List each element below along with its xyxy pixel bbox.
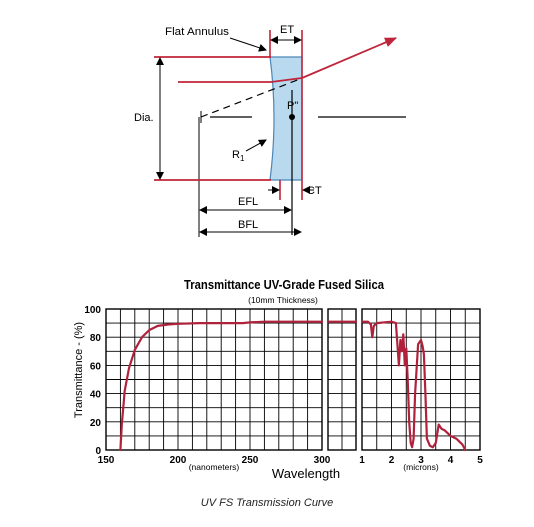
bfl-label: BFL	[238, 219, 258, 231]
y-tick-label: 0	[95, 446, 101, 457]
x-tick-label-nanometers: 150	[98, 455, 115, 466]
transmission-curve-nanometers	[119, 320, 324, 452]
dia-label: Dia.	[134, 112, 154, 124]
lens-body	[269, 56, 303, 181]
chart-title: Transmittance UV-Grade Fused Silica	[184, 277, 385, 292]
x-tick-label-nanometers: 200	[170, 455, 187, 466]
virtual-ray	[200, 78, 301, 118]
ct-label: CT	[307, 185, 322, 197]
refracted-ray-inside	[270, 77, 303, 83]
x-tick-label-microns: 1	[359, 455, 365, 466]
x-tick-label-microns: 3	[418, 455, 424, 466]
x-tick-label-microns: 5	[477, 455, 483, 466]
chart-subtitle: (10mm Thickness)	[248, 295, 318, 305]
x-tick-label-microns: 4	[448, 455, 454, 466]
outgoing-ray	[301, 37, 397, 79]
efl-label: EFL	[238, 196, 258, 208]
y-tick-label: 20	[90, 418, 102, 429]
x-axis-label: Wavelength	[272, 466, 340, 481]
p-double-prime-label: P"	[287, 100, 298, 112]
flat-annulus-label: Flat Annulus	[165, 26, 230, 38]
y-axis-label: Transmittance - (%)	[73, 322, 85, 418]
x-tick-label-nanometers: 250	[242, 455, 259, 466]
y-tick-label: 60	[90, 361, 102, 372]
transmittance-chart: 150 200 250 300 (nanometers) 1 2 3 4 5 (microns) 0 2…	[84, 305, 483, 472]
figure-caption: UV FS Transmission Curve	[200, 497, 334, 509]
et-label: ET	[280, 24, 294, 36]
unit-label-microns: (microns)	[403, 462, 439, 472]
y-tick-label: 40	[90, 390, 102, 401]
r1-label: R1	[232, 149, 245, 163]
y-tick-label: 100	[84, 305, 101, 316]
x-tick-label-microns: 2	[389, 455, 395, 466]
unit-label-nanometers: (nanometers)	[189, 462, 240, 472]
principal-point	[289, 114, 295, 120]
transmission-curve-microns	[360, 320, 467, 452]
x-tick-label-nanometers: 300	[314, 455, 331, 466]
flat-annulus-leader	[229, 37, 267, 52]
r1-leader	[245, 139, 267, 152]
y-tick-label: 80	[90, 333, 102, 344]
